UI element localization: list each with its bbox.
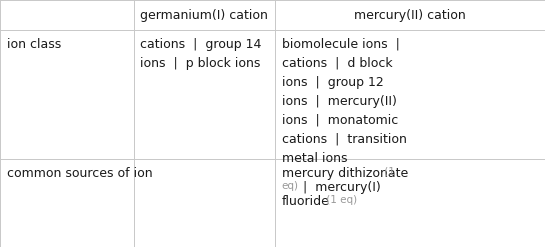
Text: (1: (1 (380, 167, 395, 177)
Text: germanium(I) cation: germanium(I) cation (141, 9, 268, 21)
Text: fluoride: fluoride (282, 195, 330, 208)
Text: eq): eq) (282, 181, 299, 191)
Text: |  mercury(I): | mercury(I) (295, 181, 381, 194)
Text: mercury dithizonate: mercury dithizonate (282, 167, 408, 180)
Text: common sources of ion: common sources of ion (7, 167, 152, 180)
Text: cations  |  group 14
ions  |  p block ions: cations | group 14 ions | p block ions (140, 38, 262, 70)
Text: (1 eq): (1 eq) (323, 195, 358, 205)
Text: ion class: ion class (7, 38, 61, 51)
Text: mercury(II) cation: mercury(II) cation (354, 9, 466, 21)
Text: biomolecule ions  |
cations  |  d block
ions  |  group 12
ions  |  mercury(II)
i: biomolecule ions | cations | d block ion… (282, 38, 407, 165)
